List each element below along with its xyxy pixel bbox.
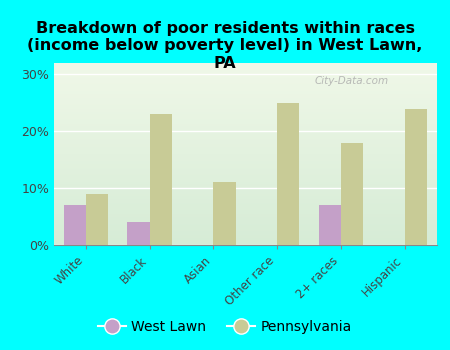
Bar: [319, 205, 341, 245]
Bar: [405, 108, 427, 245]
Bar: [63, 205, 86, 245]
Text: City-Data.com: City-Data.com: [314, 76, 388, 86]
Bar: [213, 182, 236, 245]
Bar: [341, 143, 363, 245]
Bar: [127, 222, 149, 245]
Legend: West Lawn, Pennsylvania: West Lawn, Pennsylvania: [93, 314, 357, 340]
Bar: [86, 194, 108, 245]
Bar: [149, 114, 172, 245]
Bar: [277, 103, 299, 245]
Text: Breakdown of poor residents within races
(income below poverty level) in West La: Breakdown of poor residents within races…: [27, 21, 423, 71]
